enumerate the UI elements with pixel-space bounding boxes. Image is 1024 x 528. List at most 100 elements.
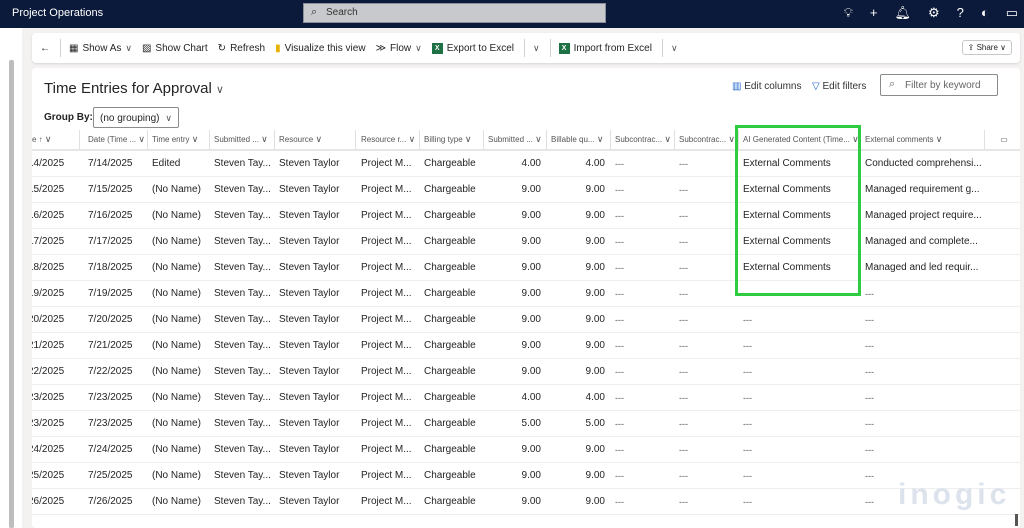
table-cell: 7/21/2025: [88, 340, 133, 351]
column-header[interactable]: Submitted ... ∨: [484, 130, 547, 149]
plus-icon[interactable]: +: [869, 5, 878, 20]
import-dropdown[interactable]: ∨: [670, 42, 678, 53]
column-header-label: Subcontrac...: [679, 135, 727, 144]
table-row[interactable]: 24/2025 7/24/2025 (No Name) Steven Tay... St…: [32, 437, 1020, 463]
table-row[interactable]: 23/2025 7/23/2025 (No Name) Steven Tay... St…: [32, 411, 1020, 437]
watermark-logo: inogic: [898, 478, 1011, 511]
table-cell: (No Name): [152, 392, 201, 403]
table-cell: ---: [615, 158, 624, 169]
table-cell: (No Name): [152, 470, 201, 481]
edit-filters-button[interactable]: ▽ Edit filters: [812, 81, 866, 92]
data-grid: e ↑ ∨ Date (Time ... ∨ Time entry ∨ Submitt…: [32, 130, 1020, 515]
table-row[interactable]: 17/2025 7/17/2025 (No Name) Steven Tay... St…: [32, 229, 1020, 255]
table-row[interactable]: 19/2025 7/19/2025 (No Name) Steven Tay... St…: [32, 281, 1020, 307]
refresh-icon: ↻: [217, 42, 227, 54]
chevron-down-icon: ∨: [138, 134, 145, 144]
chat-icon[interactable]: ▭: [1005, 5, 1018, 20]
view-selector[interactable]: Time Entries for Approval ∨: [44, 80, 224, 97]
column-header[interactable]: e ↑ ∨: [32, 130, 80, 149]
table-cell: ---: [865, 340, 874, 351]
search-input[interactable]: ⌕ Search: [303, 3, 606, 23]
column-header[interactable]: Submitted ... ∨: [210, 130, 275, 149]
group-by-select[interactable]: (no grouping) ∨: [93, 107, 179, 128]
column-header[interactable]: Billing type ∨: [420, 130, 484, 149]
table-row[interactable]: 16/2025 7/16/2025 (No Name) Steven Tay... St…: [32, 203, 1020, 229]
filter-keyword-input[interactable]: ⌕ Filter by keyword: [880, 74, 998, 96]
filter-icon: ▽: [812, 81, 820, 92]
export-excel-button[interactable]: X Export to Excel: [431, 42, 515, 54]
column-header[interactable]: Time entry ∨: [148, 130, 210, 149]
table-cell: Steven Tay...: [214, 340, 271, 351]
column-header[interactable]: Billable qu... ∨: [547, 130, 611, 149]
flow-icon: ≫: [375, 42, 387, 54]
table-cell: ---: [865, 366, 874, 377]
table-row[interactable]: 21/2025 7/21/2025 (No Name) Steven Tay... St…: [32, 333, 1020, 359]
table-cell: 9.00: [585, 210, 605, 221]
column-header[interactable]: Resource ∨: [275, 130, 356, 149]
table-cell: 14/2025: [32, 158, 65, 169]
table-row[interactable]: 25/2025 7/25/2025 (No Name) Steven Tay... St…: [32, 463, 1020, 489]
table-cell: 7/25/2025: [88, 470, 133, 481]
column-header[interactable]: Subcontrac... ∨: [675, 130, 739, 149]
back-button[interactable]: ←: [40, 42, 50, 54]
flow-button[interactable]: ≫ Flow ∨: [375, 42, 422, 54]
table-cell: Project M...: [361, 418, 412, 429]
scrollbar[interactable]: [1015, 514, 1018, 526]
export-dropdown[interactable]: ∨: [533, 42, 540, 53]
table-cell: Chargeable: [424, 444, 476, 455]
gear-icon[interactable]: ⚙: [927, 5, 940, 20]
table-row[interactable]: 22/2025 7/22/2025 (No Name) Steven Tay... St…: [32, 359, 1020, 385]
column-header[interactable]: Date (Time ... ∨: [84, 130, 148, 149]
chevron-down-icon: ∨: [315, 134, 323, 144]
show-chart-button[interactable]: ▨ Show Chart: [142, 43, 208, 54]
table-cell: 7/16/2025: [88, 210, 133, 221]
table-cell: Steven Tay...: [214, 392, 271, 403]
chevron-down-icon: ∨: [44, 134, 52, 144]
label: Flow: [390, 42, 412, 54]
copilot-icon[interactable]: ◐: [980, 5, 989, 20]
table-cell: ---: [615, 392, 624, 403]
column-header[interactable]: AI Generated Content (Time... ∨: [739, 130, 859, 149]
label: Export to Excel: [446, 42, 515, 54]
table-row[interactable]: 18/2025 7/18/2025 (No Name) Steven Tay... St…: [32, 255, 1020, 281]
table-cell: Steven Taylor: [279, 236, 340, 247]
table-cell: ---: [615, 262, 624, 273]
column-header[interactable]: External comments ∨: [861, 130, 985, 149]
chevron-down-icon: ∨: [935, 134, 943, 144]
table-row[interactable]: 15/2025 7/15/2025 (No Name) Steven Tay... St…: [32, 177, 1020, 203]
scrollbar[interactable]: [9, 60, 14, 528]
table-cell: Conducted comprehensi...: [865, 158, 982, 169]
bell-icon[interactable]: 🔔︎: [894, 5, 911, 20]
table-cell: ---: [865, 418, 874, 429]
table-cell: (No Name): [152, 262, 201, 273]
save-icon[interactable]: ▭: [1000, 135, 1008, 144]
table-cell: 9.00: [521, 210, 541, 221]
chart-icon: ▨: [141, 42, 152, 54]
share-button[interactable]: ⇪ Share ∨: [961, 40, 1012, 55]
edit-columns-button[interactable]: ▥ Edit columns: [732, 81, 801, 92]
table-cell: Chargeable: [424, 392, 476, 403]
table-row[interactable]: 14/2025 7/14/2025 Edited Steven Tay... Steve…: [32, 151, 1020, 177]
table-cell: Chargeable: [424, 418, 476, 429]
column-header[interactable]: Resource r... ∨: [357, 130, 420, 149]
excel-icon: X: [558, 42, 570, 54]
table-row[interactable]: 23/2025 7/23/2025 (No Name) Steven Tay... St…: [32, 385, 1020, 411]
table-cell: External Comments: [743, 236, 831, 247]
help-icon[interactable]: ?: [956, 5, 964, 20]
table-cell: Steven Tay...: [214, 418, 271, 429]
table-row[interactable]: 20/2025 7/20/2025 (No Name) Steven Tay... St…: [32, 307, 1020, 333]
lightbulb-icon[interactable]: 💡︎: [843, 5, 853, 20]
app-title[interactable]: Project Operations: [12, 7, 104, 19]
table-cell: ---: [865, 392, 874, 403]
table-row[interactable]: 26/2025 7/26/2025 (No Name) Steven Tay... St…: [32, 489, 1020, 515]
search-icon: ⌕: [311, 6, 318, 18]
refresh-button[interactable]: ↻ Refresh: [218, 43, 265, 54]
table-cell: Steven Tay...: [214, 288, 271, 299]
table-cell: Steven Taylor: [279, 288, 340, 299]
table-cell: Managed and complete...: [865, 236, 978, 247]
column-header[interactable]: Subcontrac... ∨: [611, 130, 675, 149]
visualize-button[interactable]: ▮ Visualize this view: [275, 43, 365, 54]
show-as-button[interactable]: ▦ Show As ∨: [69, 42, 132, 54]
table-cell: ---: [615, 418, 624, 429]
import-excel-button[interactable]: X Import from Excel: [558, 42, 652, 54]
